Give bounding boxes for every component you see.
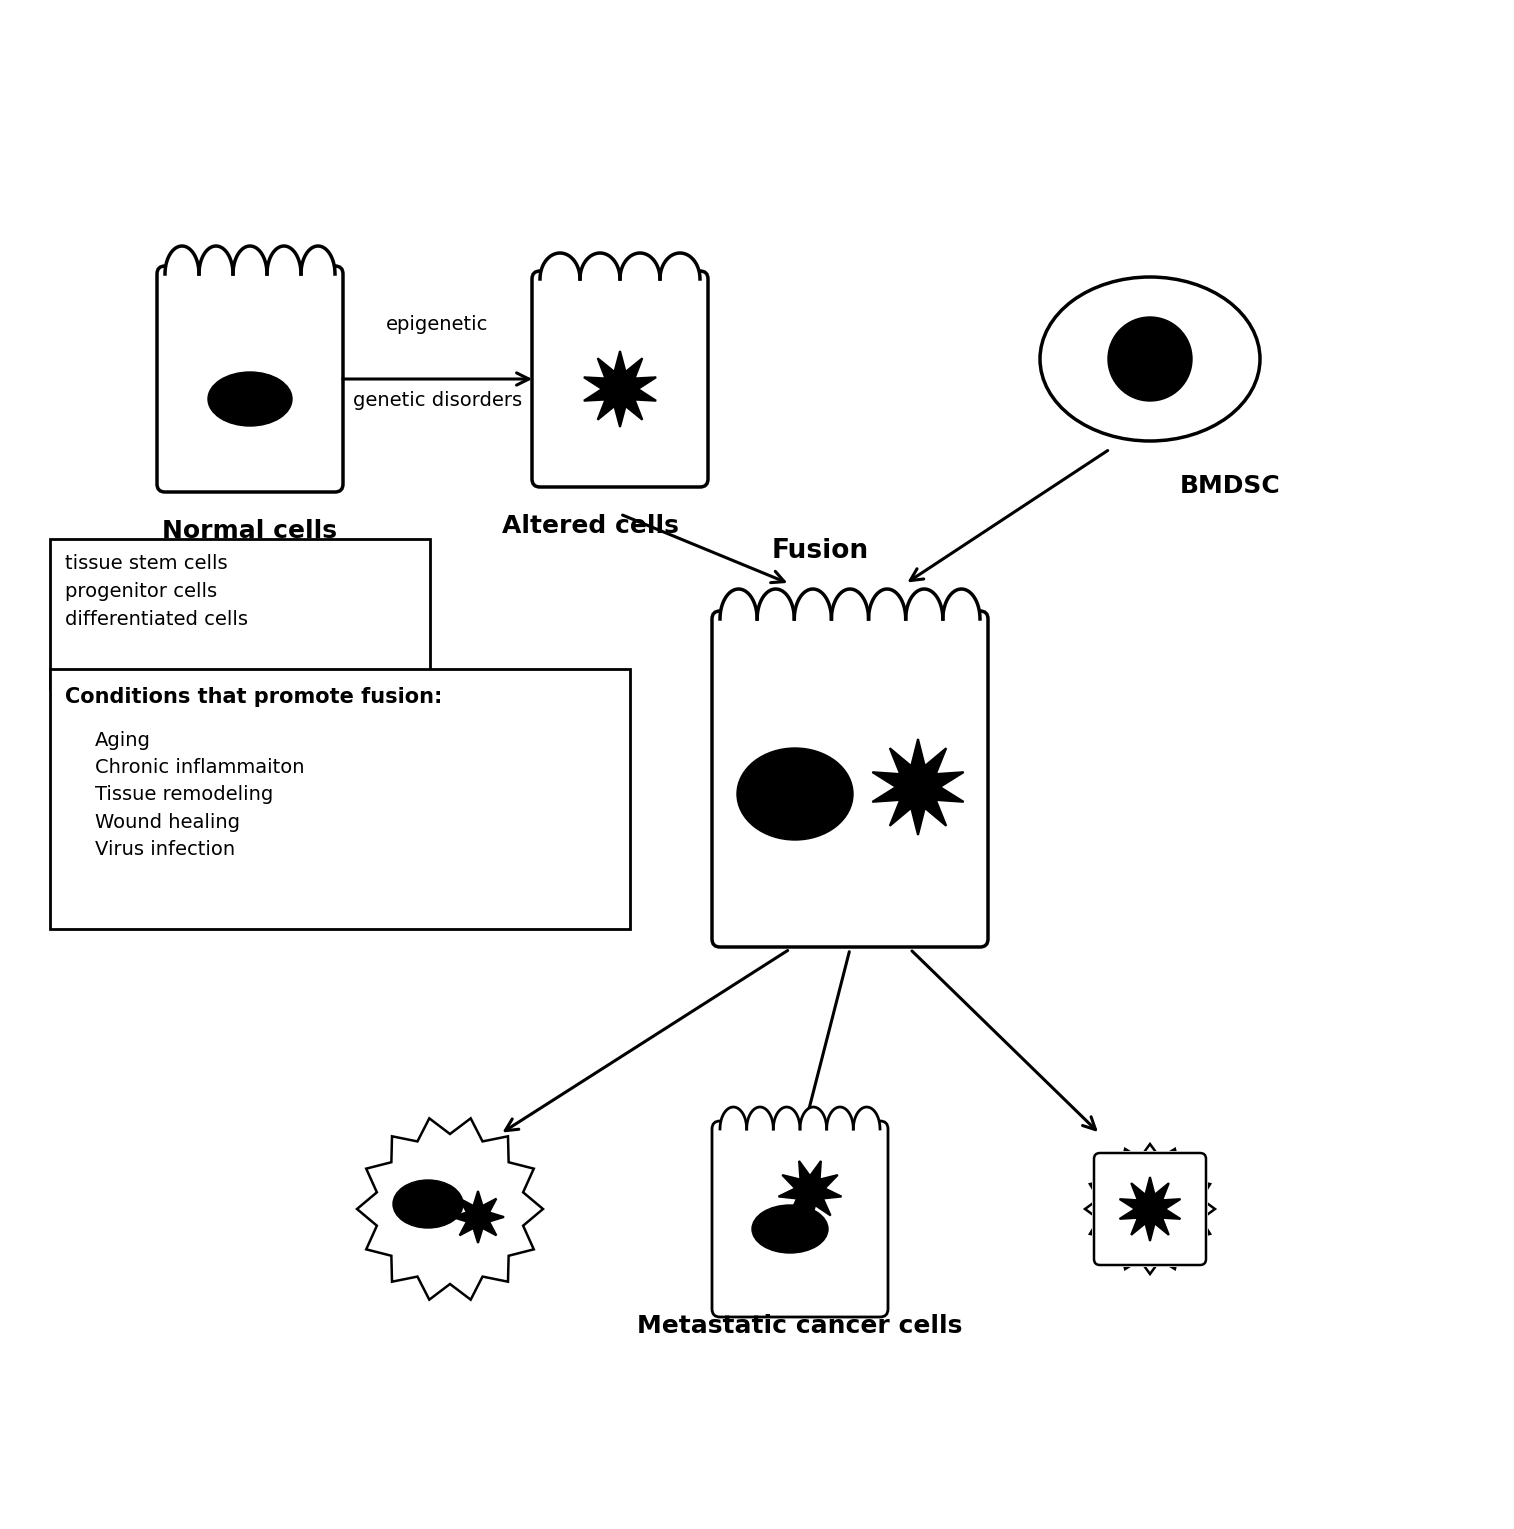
Text: Metastatic cancer cells: Metastatic cancer cells: [637, 1313, 963, 1338]
Polygon shape: [621, 252, 660, 278]
Polygon shape: [831, 589, 869, 619]
Text: Conditions that promote fusion:: Conditions that promote fusion:: [65, 687, 442, 706]
Polygon shape: [943, 589, 980, 619]
Ellipse shape: [1040, 277, 1260, 440]
Bar: [722, 613, 978, 628]
Polygon shape: [357, 1118, 544, 1300]
Polygon shape: [799, 1107, 827, 1128]
Bar: [542, 274, 698, 287]
Bar: [722, 1125, 878, 1136]
Polygon shape: [165, 246, 198, 274]
Ellipse shape: [207, 372, 292, 427]
FancyBboxPatch shape: [157, 266, 344, 492]
Polygon shape: [872, 739, 963, 835]
Polygon shape: [198, 246, 233, 274]
FancyBboxPatch shape: [1092, 1151, 1208, 1268]
Circle shape: [1108, 317, 1192, 401]
Polygon shape: [721, 589, 757, 619]
Polygon shape: [301, 246, 335, 274]
Polygon shape: [827, 1107, 854, 1128]
Polygon shape: [1086, 1144, 1216, 1274]
Polygon shape: [854, 1107, 880, 1128]
Text: BMDSC: BMDSC: [1179, 474, 1281, 498]
Polygon shape: [795, 589, 831, 619]
Text: Fusion: Fusion: [772, 538, 869, 564]
Ellipse shape: [737, 748, 852, 839]
Text: genetic disorders: genetic disorders: [353, 391, 522, 410]
FancyBboxPatch shape: [1095, 1153, 1207, 1264]
FancyBboxPatch shape: [712, 1121, 889, 1316]
Polygon shape: [580, 252, 621, 278]
Text: tissue stem cells
progenitor cells
differentiated cells: tissue stem cells progenitor cells diffe…: [65, 553, 248, 628]
Polygon shape: [266, 246, 301, 274]
Text: epigenetic: epigenetic: [386, 315, 489, 333]
Polygon shape: [746, 1107, 774, 1128]
FancyBboxPatch shape: [50, 670, 630, 930]
Polygon shape: [774, 1107, 799, 1128]
Polygon shape: [721, 1107, 746, 1128]
Polygon shape: [540, 252, 580, 278]
Polygon shape: [905, 589, 943, 619]
Ellipse shape: [752, 1205, 828, 1252]
Polygon shape: [660, 252, 699, 278]
Text: Altered cells: Altered cells: [501, 514, 678, 538]
Polygon shape: [233, 246, 266, 274]
Polygon shape: [869, 589, 905, 619]
Polygon shape: [453, 1191, 504, 1243]
Text: Normal cells: Normal cells: [162, 518, 338, 543]
Polygon shape: [1119, 1177, 1181, 1242]
Bar: [167, 269, 333, 283]
Polygon shape: [778, 1161, 842, 1223]
Ellipse shape: [394, 1180, 463, 1228]
Polygon shape: [584, 352, 656, 427]
Polygon shape: [757, 589, 795, 619]
FancyBboxPatch shape: [50, 540, 430, 690]
Text: Aging
Chronic inflammaiton
Tissue remodeling
Wound healing
Virus infection: Aging Chronic inflammaiton Tissue remode…: [95, 731, 304, 859]
FancyBboxPatch shape: [712, 612, 989, 946]
FancyBboxPatch shape: [531, 271, 709, 488]
